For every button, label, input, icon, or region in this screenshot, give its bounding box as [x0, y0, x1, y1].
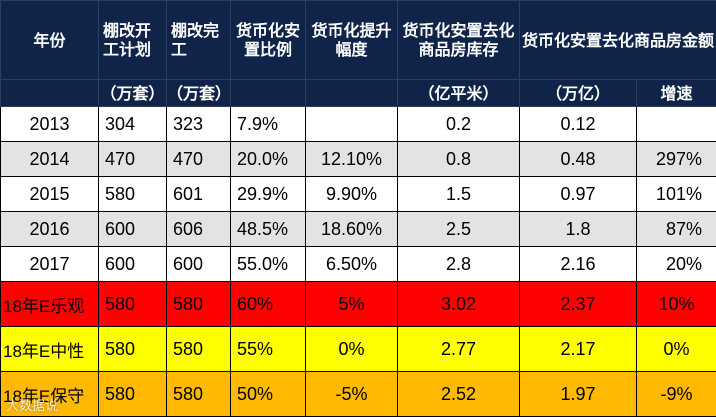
- cell-ratio: 55.0%: [231, 247, 306, 282]
- cell-done: 600: [167, 247, 231, 282]
- cell-plan: 470: [99, 142, 167, 177]
- cell-growth: 0%: [637, 327, 716, 372]
- cell-plan: 600: [99, 247, 167, 282]
- cell-growth: [637, 107, 716, 142]
- cell-plan: 580: [99, 372, 167, 417]
- header-inventory: 货币化安置去化商品房库存: [398, 1, 520, 80]
- cell-year: 2017: [1, 247, 99, 282]
- watermark: 大数据说: [6, 395, 58, 414]
- header-shanty-plan: 棚改开工计划: [99, 1, 167, 80]
- unit-shanty-plan: （万套）: [99, 80, 167, 107]
- scenario-row-neutral: 18年E中性 580 580 55% 0% 2.77 2.17 0%: [1, 327, 716, 372]
- cell-ratio: 7.9%: [231, 107, 306, 142]
- unit-growth: 增速: [637, 80, 716, 107]
- cell-inventory: 1.5: [398, 177, 520, 212]
- unit-amount: （万亿）: [520, 80, 637, 107]
- cell-plan: 580: [99, 327, 167, 372]
- cell-inventory: 0.2: [398, 107, 520, 142]
- cell-amount: 2.16: [520, 247, 637, 282]
- cell-year: 18年E乐观: [1, 282, 99, 327]
- cell-year: 2014: [1, 142, 99, 177]
- cell-plan: 580: [99, 177, 167, 212]
- unit-ratio-increase: [306, 80, 398, 107]
- cell-done: 470: [167, 142, 231, 177]
- cell-done: 580: [167, 282, 231, 327]
- header-amount: 货币化安置去化商品房金额: [520, 1, 716, 80]
- cell-ratio: 50%: [231, 372, 306, 417]
- table-row: 2013 304 323 7.9% 0.2 0.12: [1, 107, 716, 142]
- cell-done: 601: [167, 177, 231, 212]
- header-shanty-done: 棚改完工: [167, 1, 231, 80]
- cell-done: 580: [167, 327, 231, 372]
- cell-inventory: 3.02: [398, 282, 520, 327]
- cell-growth: -9%: [637, 372, 716, 417]
- scenario-row-conservative: 18年E保守 580 580 50% -5% 2.52 1.97 -9%: [1, 372, 716, 417]
- cell-plan: 600: [99, 212, 167, 247]
- scenario-row-optimistic: 18年E乐观 580 580 60% 5% 3.02 2.37 10%: [1, 282, 716, 327]
- cell-increase: 12.10%: [306, 142, 398, 177]
- cell-increase: 5%: [306, 282, 398, 327]
- cell-growth: 101%: [637, 177, 716, 212]
- cell-ratio: 55%: [231, 327, 306, 372]
- cell-increase: 6.50%: [306, 247, 398, 282]
- unit-year: [1, 80, 99, 107]
- cell-growth: 20%: [637, 247, 716, 282]
- cell-inventory: 2.5: [398, 212, 520, 247]
- header-year: 年份: [1, 1, 99, 80]
- cell-increase: 18.60%: [306, 212, 398, 247]
- header-ratio-increase: 货币化提升幅度: [306, 1, 398, 80]
- cell-growth: 297%: [637, 142, 716, 177]
- cell-year: 2013: [1, 107, 99, 142]
- cell-amount: 0.97: [520, 177, 637, 212]
- table-row: 2015 580 601 29.9% 9.90% 1.5 0.97 101%: [1, 177, 716, 212]
- cell-inventory: 2.8: [398, 247, 520, 282]
- cell-plan: 580: [99, 282, 167, 327]
- cell-increase: 0%: [306, 327, 398, 372]
- cell-amount: 0.12: [520, 107, 637, 142]
- cell-growth: 87%: [637, 212, 716, 247]
- cell-amount: 0.48: [520, 142, 637, 177]
- cell-plan: 304: [99, 107, 167, 142]
- cell-inventory: 2.52: [398, 372, 520, 417]
- unit-row: （万套） （万套） （亿平米） （万亿） 增速: [1, 80, 716, 107]
- cell-amount: 1.97: [520, 372, 637, 417]
- cell-ratio: 60%: [231, 282, 306, 327]
- cell-inventory: 2.77: [398, 327, 520, 372]
- table-row: 2014 470 470 20.0% 12.10% 0.8 0.48 297%: [1, 142, 716, 177]
- table-row: 2017 600 600 55.0% 6.50% 2.8 2.16 20%: [1, 247, 716, 282]
- header-monetize-ratio: 货币化安置比例: [231, 1, 306, 80]
- cell-done: 580: [167, 372, 231, 417]
- cell-ratio: 48.5%: [231, 212, 306, 247]
- cell-amount: 2.17: [520, 327, 637, 372]
- cell-increase: 9.90%: [306, 177, 398, 212]
- cell-year: 2016: [1, 212, 99, 247]
- cell-inventory: 0.8: [398, 142, 520, 177]
- unit-shanty-done: （万套）: [167, 80, 231, 107]
- cell-done: 606: [167, 212, 231, 247]
- cell-amount: 1.8: [520, 212, 637, 247]
- cell-increase: [306, 107, 398, 142]
- unit-inventory: （亿平米）: [398, 80, 520, 107]
- cell-increase: -5%: [306, 372, 398, 417]
- cell-amount: 2.37: [520, 282, 637, 327]
- cell-ratio: 20.0%: [231, 142, 306, 177]
- cell-year: 2015: [1, 177, 99, 212]
- header-row: 年份 棚改开工计划 棚改完工 货币化安置比例 货币化提升幅度 货币化安置去化商品…: [1, 1, 716, 80]
- unit-monetize-ratio: [231, 80, 306, 107]
- cell-ratio: 29.9%: [231, 177, 306, 212]
- table-row: 2016 600 606 48.5% 18.60% 2.5 1.8 87%: [1, 212, 716, 247]
- cell-year: 18年E中性: [1, 327, 99, 372]
- cell-growth: 10%: [637, 282, 716, 327]
- cell-done: 323: [167, 107, 231, 142]
